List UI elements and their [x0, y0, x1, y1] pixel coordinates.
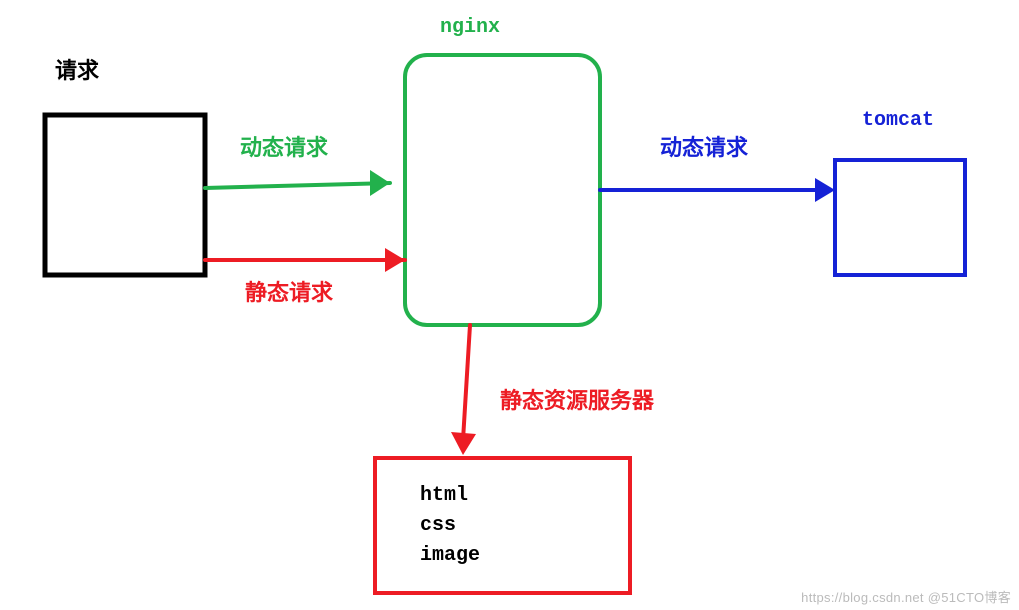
static-content-line2: css — [420, 514, 456, 537]
watermark-text: https://blog.csdn.net @51CTO博客 — [801, 587, 1011, 606]
tomcat-title-label: tomcat — [862, 109, 934, 132]
nginx-box — [405, 55, 600, 325]
dynamic-request-right-label: 动态请求 — [660, 135, 748, 160]
arrow-nginx-to-static-server-head — [451, 432, 476, 455]
static-content-line3: image — [420, 544, 480, 567]
arrow-dynamic-to-tomcat-head — [815, 178, 835, 202]
static-server-label: 静态资源服务器 — [500, 388, 655, 413]
arrow-dynamic-to-nginx-head — [370, 170, 390, 196]
arrow-dynamic-to-nginx-line — [205, 183, 390, 188]
diagram-canvas: 请求 nginx tomcat 动态请求 动态请求 静态请求 静态资源服务器 h… — [0, 0, 1019, 610]
arrow-nginx-to-static-server-line — [463, 325, 470, 440]
static-request-label: 静态请求 — [245, 280, 333, 305]
request-box — [45, 115, 205, 275]
static-resource-box — [375, 458, 630, 593]
dynamic-request-left-label: 动态请求 — [240, 135, 328, 160]
request-title-label: 请求 — [55, 58, 99, 83]
arrow-static-to-nginx-head — [385, 248, 405, 272]
tomcat-box — [835, 160, 965, 275]
nginx-title-label: nginx — [440, 16, 500, 39]
static-content-line1: html — [420, 484, 468, 507]
